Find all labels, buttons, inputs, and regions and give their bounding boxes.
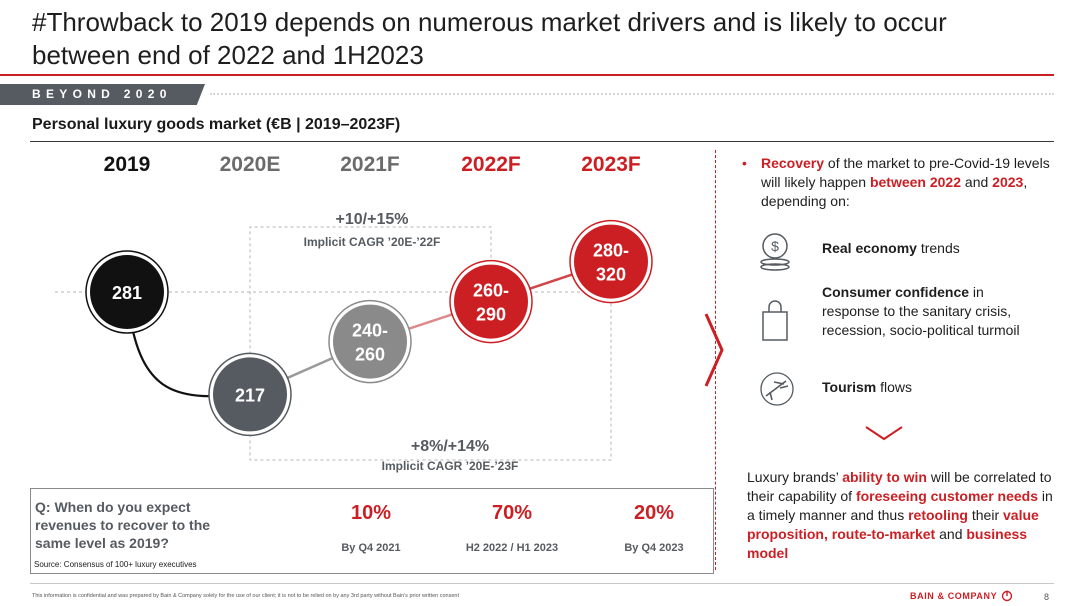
bubble-label: 320 bbox=[596, 265, 626, 285]
page-number: 8 bbox=[1044, 592, 1050, 602]
brand-logo: BAIN & COMPANY bbox=[910, 591, 998, 601]
year-label-2021F: 2021F bbox=[340, 153, 400, 176]
bubble-label: 281 bbox=[112, 283, 142, 303]
conclusion-text: Luxury brands’ ability to win will be co… bbox=[747, 469, 1053, 561]
survey-when-3: By Q4 2023 bbox=[624, 542, 684, 554]
chart-title: Personal luxury goods market (€B | 2019–… bbox=[32, 116, 401, 133]
bubble-2021F: 240- 260 bbox=[328, 299, 412, 384]
cagr-bracket-22 bbox=[249, 226, 492, 355]
cagr-label-2: Implicit CAGR ’20E-’23F bbox=[382, 459, 519, 473]
slide-title: #Throwback to 2019 depends on numerous m… bbox=[32, 7, 947, 70]
survey-pct-2: 70% bbox=[491, 502, 533, 524]
airplane-icon bbox=[760, 372, 794, 406]
year-label-2023F: 2023F bbox=[581, 153, 641, 176]
bubble-fill bbox=[90, 255, 164, 329]
footer-rule bbox=[30, 583, 1054, 584]
bubble-label: 240- bbox=[352, 321, 388, 341]
year-label-2022F: 2022F bbox=[461, 153, 521, 176]
coins-dollar-icon: $ bbox=[760, 233, 790, 271]
bubble-label: 280- bbox=[593, 241, 629, 261]
svg-text:$: $ bbox=[771, 238, 779, 254]
bubble-2023F: 280- 320 bbox=[569, 219, 653, 304]
year-label-2020E: 2020E bbox=[220, 153, 281, 176]
column-divider bbox=[715, 150, 716, 570]
bubble-label: 260 bbox=[355, 345, 385, 365]
shopping-bag-icon bbox=[762, 300, 788, 341]
bubble-label: 260- bbox=[473, 281, 509, 301]
year-label-2019: 2019 bbox=[104, 153, 151, 176]
bubble-label: 290 bbox=[476, 305, 506, 325]
title-rule bbox=[0, 74, 1054, 76]
bubble-label: 217 bbox=[235, 385, 265, 405]
survey-pct-1: 10% bbox=[350, 502, 392, 524]
survey-source: Source: Consensus of 100+ luxury executi… bbox=[34, 560, 197, 569]
annotation-layer: +10/+15% Implicit CAGR ’20E-’22F +8%/+14% I… bbox=[249, 211, 612, 473]
survey-box: Q: When do you expect revenues to recove… bbox=[30, 488, 714, 574]
chevron-right-icon bbox=[704, 313, 724, 387]
bubble-2019: 281 bbox=[85, 250, 169, 334]
bubble-fill bbox=[454, 264, 528, 339]
bubble-2020E: 217 bbox=[208, 352, 292, 437]
chevron-down-icon bbox=[865, 426, 903, 441]
survey-question: Q: When do you expect revenues to recove… bbox=[35, 499, 211, 551]
brand-logo-icon bbox=[1001, 590, 1013, 602]
cagr-label-1: Implicit CAGR ’20E-’22F bbox=[304, 235, 441, 249]
section-dotted-line bbox=[210, 93, 1054, 95]
driver-real-economy: Real economy trends bbox=[822, 240, 960, 256]
bubble-fill bbox=[213, 357, 287, 432]
section-tag-label: BEYOND 2020 bbox=[32, 87, 172, 101]
driver-tourism: Tourism flows bbox=[822, 379, 912, 395]
bullet-marker: • bbox=[742, 155, 747, 171]
cagr-value-1: +10/+15% bbox=[336, 211, 409, 228]
year-labels: 2019 2020E 2021F 2022F 2023F bbox=[104, 153, 641, 176]
survey-when-2: H2 2022 / H1 2023 bbox=[465, 542, 559, 554]
bubble-layer: 281 217 240- 260 260- 290 280- 320 bbox=[85, 219, 653, 437]
cagr-bracket-23 bbox=[249, 301, 612, 461]
driver-consumer-confidence: Consumer confidence in response to the s… bbox=[822, 284, 1020, 338]
bubble-2022F: 260- 290 bbox=[449, 259, 533, 344]
chart-title-rule bbox=[30, 141, 1054, 142]
recovery-bullet: Recovery of the market to pre-Covid-19 l… bbox=[761, 155, 1050, 209]
section-tag: BEYOND 2020 bbox=[0, 84, 205, 105]
market-chart: 2019 2020E 2021F 2022F 2023F +10/+15% Implici… bbox=[55, 153, 653, 473]
footer-disclaimer: This information is confidential and was… bbox=[32, 593, 459, 599]
survey-when-1: By Q4 2021 bbox=[341, 542, 401, 554]
bubble-fill bbox=[574, 224, 648, 299]
bubble-fill bbox=[333, 304, 407, 379]
survey-pct-3: 20% bbox=[633, 502, 675, 524]
cagr-value-2: +8%/+14% bbox=[411, 438, 489, 455]
